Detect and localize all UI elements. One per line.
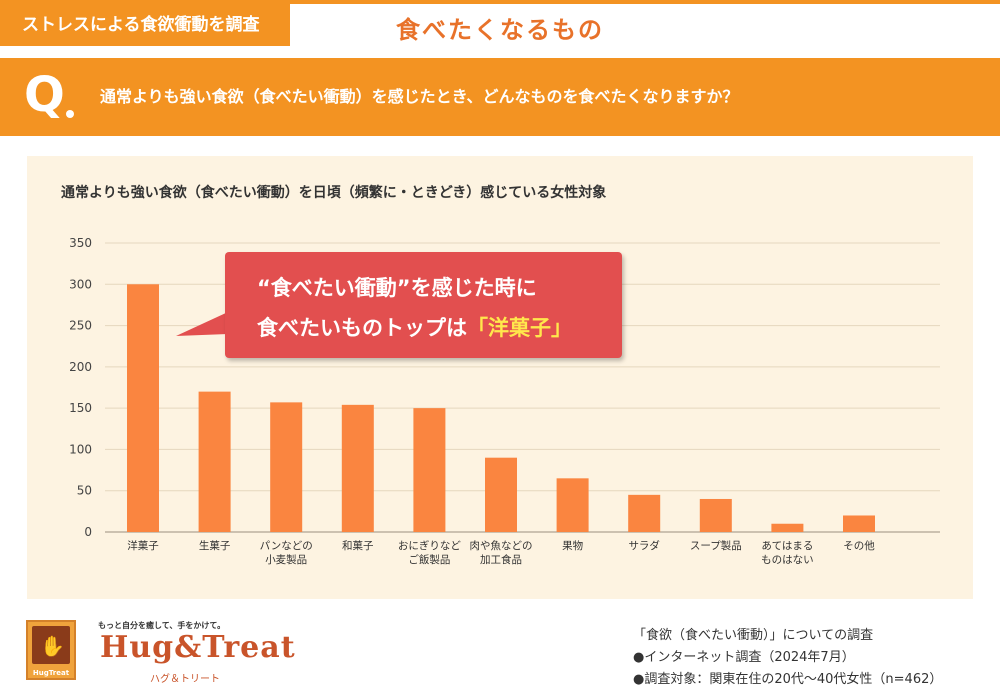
x-tick-label: ものはない bbox=[761, 554, 814, 566]
bar bbox=[485, 457, 517, 532]
bar bbox=[270, 402, 303, 532]
callout-line1: “食べたい衝動”を感じた時に bbox=[257, 276, 537, 300]
question-band: Q 通常よりも強い食欲（食べたい衝動）を感じたとき、どんなものを食べたくなります… bbox=[0, 58, 1000, 136]
footnote-survey-title: 「食欲（食べたい衝動）」についての調査 bbox=[633, 628, 874, 643]
page-title: 食べたくなるもの bbox=[396, 16, 604, 44]
y-tick-label: 350 bbox=[69, 236, 92, 250]
x-tick-label: 肉や魚などの bbox=[470, 539, 533, 552]
x-tick-label: 加工食品 bbox=[480, 553, 522, 566]
survey-tag: ストレスによる食欲衝動を調査 bbox=[0, 4, 290, 46]
x-tick-label: パンなどの bbox=[260, 540, 313, 552]
question-marker-dot bbox=[66, 110, 74, 118]
brand-name: Hug&Treat bbox=[100, 630, 296, 665]
logo-emblem: ✋ bbox=[32, 626, 70, 664]
y-tick-label: 100 bbox=[69, 442, 92, 456]
y-tick-label: 150 bbox=[69, 401, 92, 415]
x-tick-label: 果物 bbox=[562, 539, 583, 552]
question-text: 通常よりも強い食欲（食べたい衝動）を感じたとき、どんなものを食べたくなりますか？ bbox=[100, 87, 739, 106]
y-tick-label: 200 bbox=[69, 360, 92, 374]
x-tick-label: ご飯製品 bbox=[408, 553, 450, 566]
y-tick-label: 300 bbox=[69, 277, 92, 291]
callout-box: “食べたい衝動”を感じた時に 食べたいものトップは「洋菓子」 bbox=[225, 252, 622, 358]
bar bbox=[556, 478, 589, 532]
brand-tagline: もっと自分を癒して、手をかけて。 bbox=[98, 621, 226, 630]
brand-logo: ✋ HugTreat bbox=[26, 620, 76, 680]
bar bbox=[628, 494, 661, 532]
x-tick-label: スープ製品 bbox=[690, 539, 742, 552]
x-tick-label: その他 bbox=[843, 539, 875, 552]
bar bbox=[127, 284, 159, 532]
x-tick-label: あてはまる bbox=[761, 540, 813, 552]
footnote-target: ●調査対象：関東在住の20代～40代女性（n=462） bbox=[633, 672, 943, 687]
bar bbox=[198, 391, 231, 532]
y-tick-label: 50 bbox=[77, 484, 92, 498]
callout-line2: 食べたいものトップは「洋菓子」 bbox=[257, 312, 572, 342]
logo-box-label: HugTreat bbox=[32, 669, 70, 677]
bar bbox=[341, 404, 374, 532]
question-marker: Q bbox=[24, 67, 65, 123]
x-tick-label: おにぎりなど bbox=[398, 539, 461, 552]
brand-kana: ハグ＆トリート bbox=[150, 674, 220, 685]
x-tick-label: 洋菓子 bbox=[127, 539, 159, 552]
callout-highlight: 「洋菓子」 bbox=[467, 316, 572, 340]
callout-prefix: 食べたいものトップは bbox=[257, 316, 467, 340]
x-tick-label: サラダ bbox=[628, 539, 660, 552]
x-tick-label: 和菓子 bbox=[342, 540, 374, 552]
x-tick-label: 生菓子 bbox=[199, 539, 231, 552]
bar bbox=[843, 515, 875, 532]
chart-title: 通常よりも強い食欲（食べたい衝動）を日頃（頻繁に・ときどき）感じている女性対象 bbox=[61, 185, 607, 201]
hands-icon: ✋ bbox=[40, 634, 65, 658]
bar bbox=[699, 498, 732, 532]
footnote-method: ●インターネット調査（2024年7月） bbox=[633, 650, 855, 665]
x-tick-label: 小麦製品 bbox=[265, 553, 307, 566]
bar bbox=[413, 408, 446, 532]
top-accent-strip bbox=[0, 0, 1000, 4]
y-tick-label: 0 bbox=[84, 525, 92, 539]
callout-pointer bbox=[176, 312, 228, 336]
bar bbox=[771, 523, 804, 532]
y-tick-label: 250 bbox=[69, 319, 92, 333]
